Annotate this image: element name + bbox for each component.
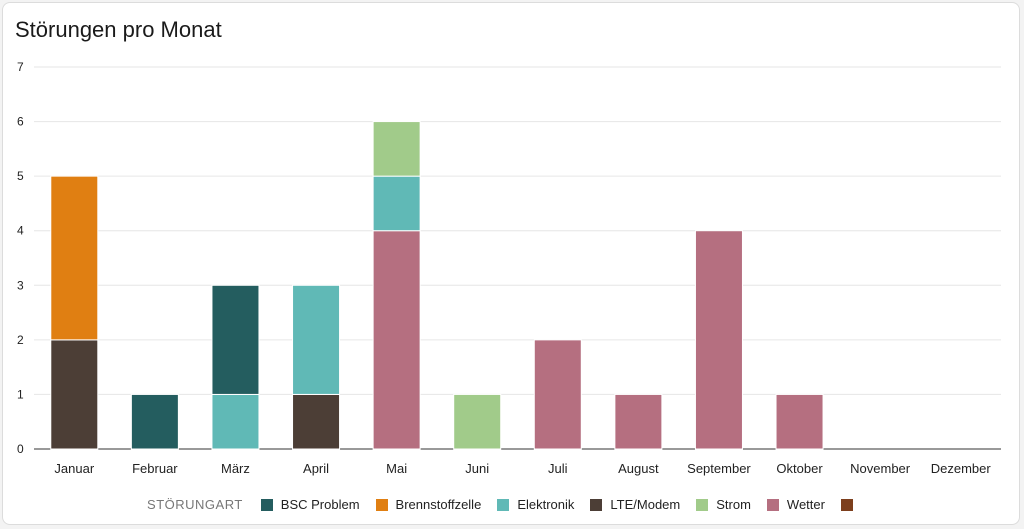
bar-segment[interactable]	[50, 339, 99, 450]
legend-label: BSC Problem	[280, 497, 360, 512]
legend-swatch	[696, 498, 709, 511]
bar-segment[interactable]	[211, 284, 260, 395]
legend-item[interactable]: Elektronik	[497, 497, 574, 512]
bar-segment[interactable]	[292, 393, 341, 450]
y-tick-label: 4	[17, 224, 24, 238]
legend-swatch	[260, 498, 273, 511]
x-tick-label: Dezember	[931, 461, 992, 476]
x-tick-label: April	[303, 461, 329, 476]
legend-swatch	[497, 498, 510, 511]
bar-segment[interactable]	[211, 393, 260, 450]
bar-segment[interactable]	[292, 284, 341, 395]
y-tick-label: 2	[17, 333, 24, 347]
x-tick-label: November	[850, 461, 911, 476]
legend-label: LTE/Modem	[610, 497, 681, 512]
legend-swatch	[590, 498, 603, 511]
legend-item[interactable]: LTE/Modem	[590, 497, 680, 512]
x-tick-label: Juni	[465, 461, 489, 476]
legend-title: STÖRUNGART	[147, 497, 243, 512]
legend-label: Brennstoffzelle	[395, 497, 482, 512]
x-tick-label: Februar	[132, 461, 178, 476]
bar-segment[interactable]	[372, 121, 421, 177]
bar-segment[interactable]	[372, 230, 421, 450]
y-tick-label: 6	[17, 115, 24, 129]
y-tick-label: 7	[17, 60, 24, 74]
legend-item[interactable]	[840, 498, 861, 511]
legend-swatch	[766, 498, 779, 511]
bar-segment[interactable]	[372, 175, 421, 232]
bar-chart: 0 1 2 3 4 5 6 7 Januar Februar März April Mai Juni Jul…	[17, 60, 1001, 476]
bar-segment[interactable]	[453, 393, 502, 450]
bar-segment[interactable]	[130, 393, 179, 450]
y-tick-label: 3	[17, 278, 24, 292]
bar-segment[interactable]	[50, 175, 99, 341]
x-tick-label: August	[618, 461, 659, 476]
legend-label: Elektronik	[517, 497, 575, 512]
bar-segment[interactable]	[775, 393, 824, 450]
y-tick-label: 5	[17, 169, 24, 183]
chart-title: Störungen pro Monat	[15, 17, 222, 42]
legend-item[interactable]: Brennstoffzelle	[375, 497, 482, 512]
legend-swatch	[840, 498, 853, 511]
x-tick-label: Juli	[548, 461, 568, 476]
x-tick-label: Januar	[54, 461, 94, 476]
x-tick-label: Mai	[386, 461, 407, 476]
y-tick-label: 1	[17, 387, 24, 401]
legend-item[interactable]: Wetter	[766, 497, 825, 512]
y-tick-label: 0	[17, 442, 24, 456]
legend-label: Wetter	[786, 497, 825, 512]
legend: STÖRUNGART BSC Problem Brennstoffzelle Ele…	[3, 497, 1021, 512]
x-tick-label: März	[221, 461, 250, 476]
legend-label: Strom	[716, 497, 751, 512]
legend-item[interactable]: BSC Problem	[260, 497, 360, 512]
x-tick-label: Oktober	[776, 461, 823, 476]
legend-item[interactable]: Strom	[696, 497, 751, 512]
bar-segment[interactable]	[694, 230, 743, 450]
bar-segment[interactable]	[533, 339, 582, 450]
legend-swatch	[375, 498, 388, 511]
bar-segment[interactable]	[614, 393, 663, 450]
x-tick-label: September	[687, 461, 751, 476]
